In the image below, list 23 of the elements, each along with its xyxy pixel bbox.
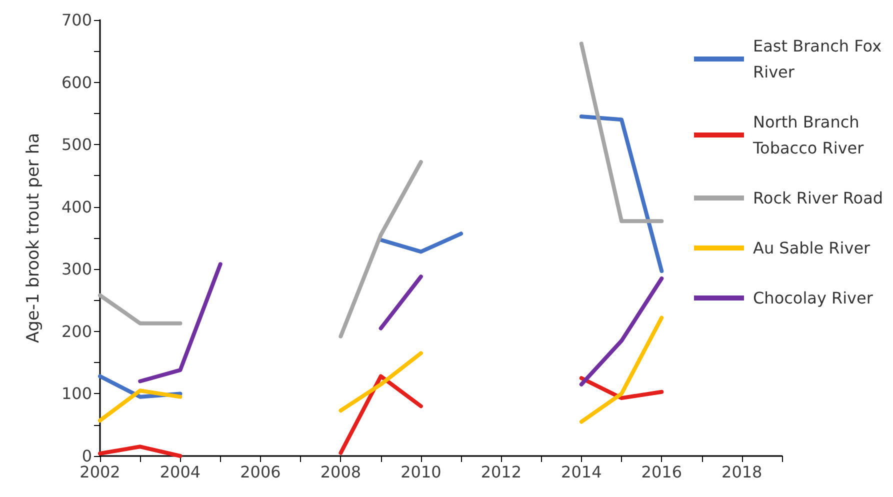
x-tick-label: 2006 — [240, 462, 281, 482]
legend-label: North Branch Tobacco River — [752, 112, 864, 158]
y-axis-title: Age-1 brook trout per ha — [24, 132, 44, 344]
y-tick-label: 600 — [61, 72, 92, 92]
x-tick-label: 2008 — [320, 462, 362, 482]
x-tick-label: 2018 — [722, 462, 762, 482]
x-tick-label: 2012 — [480, 462, 522, 482]
y-tick-label: 300 — [61, 260, 92, 279]
y-tick-label: 100 — [61, 384, 92, 404]
y-tick-label: 0 — [82, 446, 92, 466]
x-tick-label: 2002 — [80, 462, 120, 482]
x-tick-label: 2004 — [160, 462, 201, 482]
y-tick-label: 400 — [61, 197, 92, 216]
y-tick-label: 500 — [61, 135, 92, 154]
legend-label: Rock River Road — [753, 188, 884, 208]
x-tick-label: 2016 — [641, 462, 682, 482]
legend-label: East Branch Fox River — [753, 36, 887, 82]
legend-label: Chocolay River — [753, 288, 874, 308]
y-tick-label: 200 — [61, 322, 92, 341]
x-tick-label: 2014 — [561, 462, 602, 482]
x-tick-label: 2010 — [400, 462, 442, 482]
legend-label: Au Sable River — [753, 238, 871, 258]
y-tick-label: 700 — [61, 10, 92, 30]
